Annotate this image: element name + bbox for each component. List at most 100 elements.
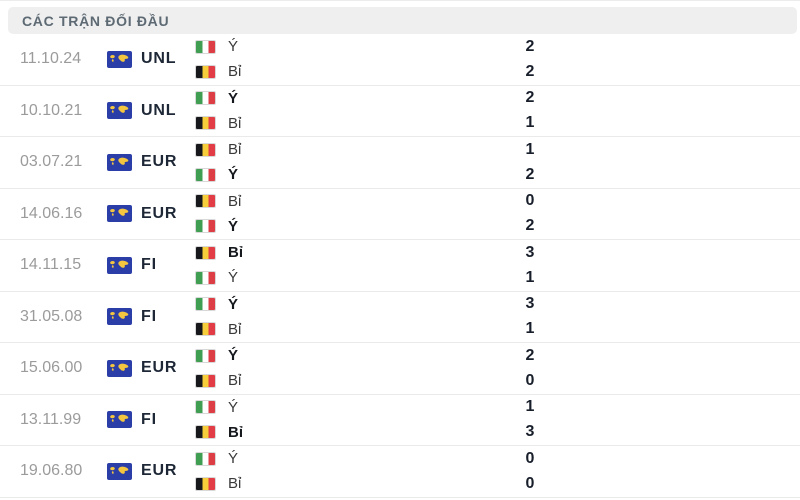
away-team-line: Ý 2 [195, 214, 800, 239]
away-team-name: Bỉ [228, 320, 242, 338]
teams-cell: Bỉ 1 Ý 2 [195, 137, 800, 188]
away-team-line: Ý 1 [195, 265, 800, 290]
match-date: 13.11.99 [20, 410, 82, 428]
competition-cell: EUR [107, 343, 195, 394]
match-date: 14.11.15 [20, 256, 82, 274]
competition-name: EUR [141, 153, 178, 171]
panel-title: CÁC TRẬN ĐỐI ĐẦU [22, 12, 170, 29]
match-date: 31.05.08 [20, 307, 83, 325]
match-date: 19.06.80 [20, 462, 83, 480]
home-team-line: Ý 1 [195, 395, 800, 420]
teams-cell: Bỉ 3 Ý 1 [195, 240, 800, 291]
home-team-name: Ý [228, 347, 239, 365]
competition-cell: FI [107, 292, 195, 343]
italy-flag-icon [195, 451, 216, 466]
match-row: 19.06.80 EUR Ý 0 Bỉ 0 [0, 446, 800, 498]
away-team-name: Ý [228, 217, 239, 235]
panel-header: CÁC TRẬN ĐỐI ĐẦU [8, 7, 797, 34]
away-team-score: 2 [525, 165, 535, 183]
match-list: 11.10.24 UNL Ý 2 Bỉ 2 [0, 34, 800, 498]
teams-cell: Ý 1 Bỉ 3 [195, 395, 800, 446]
away-team-score: 1 [525, 268, 535, 286]
away-team-score: 2 [525, 62, 535, 80]
match-row: 31.05.08 FI Ý 3 Bỉ 1 [0, 292, 800, 343]
world-map-badge-icon [107, 308, 132, 326]
away-team-line: Ý 2 [195, 162, 800, 187]
italy-flag-icon [195, 219, 216, 234]
match-date: 14.06.16 [20, 204, 83, 222]
italy-flag-icon [195, 348, 216, 363]
away-team-line: Bỉ 2 [195, 59, 800, 84]
competition-name: EUR [141, 359, 178, 377]
away-team-name: Bỉ [228, 475, 242, 493]
away-team-name: Bỉ [228, 63, 242, 81]
world-map-badge-icon [107, 411, 132, 429]
home-team-line: Ý 0 [195, 446, 800, 471]
home-team-name: Bỉ [228, 141, 242, 159]
italy-flag-icon [195, 39, 216, 54]
competition-cell: EUR [107, 137, 195, 188]
belgium-flag-icon [195, 64, 216, 79]
belgium-flag-icon [195, 142, 216, 157]
competition-cell: UNL [107, 86, 195, 137]
competition-cell: UNL [107, 34, 195, 85]
away-team-line: Bỉ 1 [195, 111, 800, 136]
competition-name: FI [141, 256, 157, 274]
away-team-name: Bỉ [228, 372, 242, 390]
away-team-score: 0 [525, 474, 535, 492]
home-team-score: 2 [525, 37, 535, 55]
home-team-score: 2 [525, 346, 535, 364]
competition-cell: EUR [107, 446, 195, 497]
world-map-badge-icon [107, 50, 132, 68]
away-team-name: Bỉ [228, 423, 243, 441]
belgium-flag-icon [195, 245, 216, 260]
home-team-name: Ý [228, 450, 239, 468]
match-date: 03.07.21 [20, 153, 83, 171]
away-team-name: Ý [228, 269, 239, 287]
belgium-flag-icon [195, 116, 216, 131]
world-map-badge-icon [107, 102, 132, 120]
world-map-badge-icon [107, 359, 132, 377]
match-row: 11.10.24 UNL Ý 2 Bỉ 2 [0, 34, 800, 86]
home-team-line: Ý 2 [195, 86, 800, 111]
italy-flag-icon [195, 297, 216, 312]
belgium-flag-icon [195, 373, 216, 388]
away-team-line: Bỉ 0 [195, 471, 800, 496]
away-team-name: Bỉ [228, 114, 242, 132]
home-team-score: 3 [525, 295, 535, 313]
competition-name: EUR [141, 204, 178, 222]
match-row: 03.07.21 EUR Bỉ 1 Ý 2 [0, 137, 800, 189]
competition-name: EUR [141, 462, 178, 480]
away-team-line: Bỉ 0 [195, 368, 800, 393]
belgium-flag-icon [195, 476, 216, 491]
home-team-score: 2 [525, 89, 535, 107]
world-map-badge-icon [107, 205, 132, 223]
belgium-flag-icon [195, 425, 216, 440]
home-team-line: Bỉ 0 [195, 189, 800, 214]
match-row: 13.11.99 FI Ý 1 Bỉ 3 [0, 395, 800, 446]
world-map-badge-icon [107, 256, 132, 274]
match-row: 10.10.21 UNL Ý 2 Bỉ 1 [0, 86, 800, 137]
away-team-score: 3 [525, 423, 535, 441]
home-team-name: Bỉ [228, 192, 242, 210]
home-team-name: Ý [228, 398, 239, 416]
home-team-line: Ý 2 [195, 34, 800, 59]
belgium-flag-icon [195, 322, 216, 337]
match-date: 11.10.24 [20, 50, 82, 68]
away-team-score: 2 [525, 217, 535, 235]
competition-cell: FI [107, 395, 195, 446]
world-map-badge-icon [107, 462, 132, 480]
home-team-name: Ý [228, 295, 239, 313]
italy-flag-icon [195, 400, 216, 415]
teams-cell: Ý 2 Bỉ 0 [195, 343, 800, 394]
away-team-line: Bỉ 3 [195, 420, 800, 445]
home-team-name: Ý [228, 38, 239, 56]
italy-flag-icon [195, 91, 216, 106]
belgium-flag-icon [195, 194, 216, 209]
competition-cell: FI [107, 240, 195, 291]
away-team-name: Ý [228, 166, 239, 184]
home-team-line: Bỉ 1 [195, 137, 800, 162]
match-row: 14.06.16 EUR Bỉ 0 Ý 2 [0, 189, 800, 240]
match-row: 15.06.00 EUR Ý 2 Bỉ 0 [0, 343, 800, 395]
